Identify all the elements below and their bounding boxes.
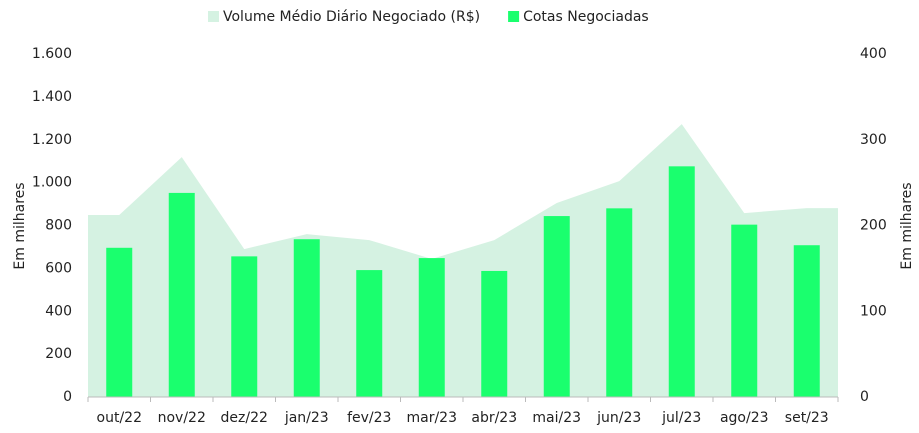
y-tick-label: 800 [45,218,72,234]
x-tick-label: dez/22 [221,410,268,426]
y2-tick-label: 200 [860,218,887,234]
x-tick-label: mai/23 [532,410,581,426]
y2-tick-label: 400 [860,46,887,62]
y-tick-label: 400 [45,303,72,319]
x-tick-label: abr/23 [471,410,517,426]
y2-tick-label: 0 [860,389,869,405]
y-tick-label: 1.400 [32,89,72,105]
y2-axis-label: Em milhares [899,182,915,269]
legend-swatch [208,11,219,22]
y-tick-label: 600 [45,260,72,276]
y-tick-label: 0 [63,389,72,405]
legend-label: Volume Médio Diário Negociado (R$) [223,9,480,25]
bar [418,258,445,397]
x-tick-label: out/22 [97,410,142,426]
bar [793,245,820,397]
legend-label: Cotas Negociadas [523,9,649,25]
bar [106,247,133,397]
y2-tick-label: 100 [860,303,887,319]
y-tick-label: 1.600 [32,46,72,62]
y-tick-label: 200 [45,346,72,362]
area [88,124,838,398]
bar [668,166,695,397]
bar [168,192,195,397]
y2-tick-label: 300 [860,132,887,148]
x-tick-label: jul/23 [661,410,701,426]
x-tick-label: ago/23 [720,410,769,426]
bar [293,239,320,397]
x-tick-label: fev/23 [347,410,391,426]
x-tick-label: set/23 [785,410,829,426]
y-tick-label: 1.000 [32,175,72,191]
x-tick-label: jun/23 [596,410,641,426]
legend-swatch [508,11,520,22]
bar [231,256,258,397]
x-tick-label: nov/22 [158,410,206,426]
bar [606,208,633,397]
bar [543,216,570,397]
bar [731,224,758,397]
bar [481,270,508,397]
y-axis-label: Em milhares [12,182,28,269]
bar [356,270,383,397]
x-tick-label: mar/23 [406,410,457,426]
x-tick-label: jan/23 [284,410,329,426]
y-tick-label: 1.200 [32,132,72,148]
